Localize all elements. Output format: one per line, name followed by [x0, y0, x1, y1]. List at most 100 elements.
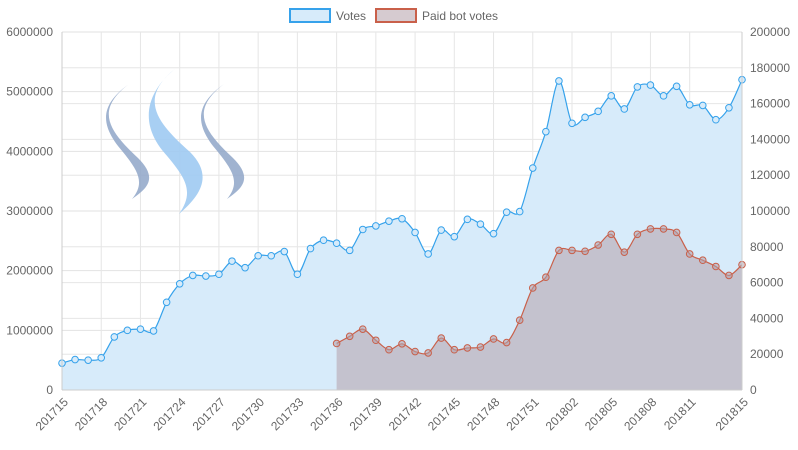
- data-point[interactable]: [358, 225, 367, 234]
- data-point[interactable]: [411, 228, 419, 237]
- data-point[interactable]: [502, 208, 511, 216]
- data-point[interactable]: [188, 271, 197, 280]
- data-point[interactable]: [345, 246, 354, 255]
- data-point[interactable]: [725, 103, 733, 112]
- y-right-tick-label: 0: [750, 383, 757, 397]
- data-point[interactable]: [581, 247, 589, 256]
- x-tick-label: 201739: [347, 395, 385, 433]
- data-point[interactable]: [698, 101, 707, 110]
- data-point[interactable]: [332, 239, 341, 248]
- data-point[interactable]: [594, 241, 602, 249]
- data-point[interactable]: [594, 107, 602, 116]
- data-point[interactable]: [398, 214, 406, 223]
- x-tick-label: 201815: [713, 395, 751, 433]
- data-point[interactable]: [202, 272, 210, 280]
- data-point[interactable]: [659, 92, 668, 100]
- series-area: [336, 228, 742, 390]
- data-point[interactable]: [633, 230, 642, 239]
- data-point[interactable]: [685, 250, 694, 258]
- data-point[interactable]: [646, 225, 655, 233]
- data-point[interactable]: [450, 232, 459, 241]
- data-point[interactable]: [515, 316, 524, 324]
- data-point[interactable]: [215, 270, 223, 279]
- data-point[interactable]: [162, 298, 171, 307]
- data-point[interactable]: [712, 115, 720, 124]
- data-point[interactable]: [607, 92, 616, 100]
- x-tick-label: 201751: [504, 395, 542, 433]
- data-point[interactable]: [110, 333, 119, 341]
- data-point[interactable]: [502, 338, 511, 347]
- data-point[interactable]: [437, 334, 446, 342]
- data-point[interactable]: [293, 270, 302, 279]
- data-point[interactable]: [84, 356, 92, 364]
- legend-item-paid-bot-votes[interactable]: Paid bot votes: [375, 8, 498, 23]
- legend-label: Paid bot votes: [422, 9, 498, 23]
- data-point[interactable]: [620, 105, 629, 113]
- data-point[interactable]: [372, 336, 380, 345]
- data-point[interactable]: [136, 325, 145, 333]
- data-point[interactable]: [659, 225, 668, 233]
- data-point[interactable]: [149, 327, 158, 335]
- x-tick-label: 201727: [190, 395, 228, 433]
- data-point[interactable]: [424, 250, 432, 258]
- y-left-tick-label: 2000000: [6, 264, 53, 278]
- data-point[interactable]: [385, 217, 393, 225]
- x-tick-label: 201733: [268, 395, 306, 433]
- data-point[interactable]: [489, 335, 498, 343]
- data-point[interactable]: [568, 246, 576, 255]
- data-point[interactable]: [685, 100, 694, 109]
- data-point[interactable]: [254, 251, 262, 260]
- data-point[interactable]: [372, 222, 380, 230]
- data-point[interactable]: [476, 220, 485, 228]
- data-point[interactable]: [319, 236, 328, 245]
- x-tick-label: 201721: [111, 395, 149, 433]
- data-point[interactable]: [241, 263, 249, 272]
- y-right-tick-label: 180000: [750, 61, 790, 75]
- data-point[interactable]: [515, 207, 524, 216]
- data-point[interactable]: [725, 271, 733, 280]
- data-point[interactable]: [620, 248, 629, 256]
- data-point[interactable]: [672, 82, 681, 91]
- data-point[interactable]: [424, 349, 432, 357]
- data-point[interactable]: [345, 332, 354, 341]
- data-point[interactable]: [306, 244, 315, 253]
- data-point[interactable]: [280, 247, 289, 256]
- data-point[interactable]: [555, 246, 563, 255]
- data-point[interactable]: [123, 326, 132, 335]
- data-point[interactable]: [646, 81, 655, 89]
- data-point[interactable]: [581, 113, 589, 122]
- data-point[interactable]: [542, 273, 550, 282]
- data-point[interactable]: [267, 251, 276, 260]
- data-point[interactable]: [71, 355, 79, 364]
- data-point[interactable]: [633, 83, 642, 91]
- data-point[interactable]: [607, 230, 616, 239]
- data-point[interactable]: [489, 229, 498, 238]
- data-point[interactable]: [450, 345, 459, 354]
- y-left-tick-label: 0: [46, 383, 53, 397]
- x-tick-label: 201802: [543, 395, 581, 433]
- data-point[interactable]: [528, 164, 537, 172]
- data-point[interactable]: [528, 284, 537, 292]
- data-point[interactable]: [228, 257, 236, 265]
- series-paid-bot-votes: [332, 225, 746, 390]
- data-point[interactable]: [463, 344, 472, 352]
- data-point[interactable]: [398, 340, 406, 348]
- data-point[interactable]: [555, 77, 563, 85]
- data-point[interactable]: [476, 343, 485, 351]
- data-point[interactable]: [437, 226, 446, 234]
- data-point[interactable]: [411, 347, 419, 356]
- data-point[interactable]: [672, 228, 681, 237]
- data-point[interactable]: [97, 353, 106, 362]
- steem-logo-left-wave: [106, 84, 150, 199]
- data-point[interactable]: [568, 119, 576, 128]
- data-point[interactable]: [385, 345, 393, 354]
- legend-item-votes[interactable]: Votes: [289, 8, 366, 23]
- data-point[interactable]: [542, 127, 550, 136]
- data-point[interactable]: [463, 215, 472, 224]
- data-point[interactable]: [712, 262, 720, 271]
- data-point[interactable]: [332, 339, 341, 348]
- data-point[interactable]: [358, 325, 367, 333]
- data-point[interactable]: [698, 256, 707, 265]
- y-right-tick-label: 20000: [750, 347, 784, 361]
- data-point[interactable]: [175, 279, 184, 288]
